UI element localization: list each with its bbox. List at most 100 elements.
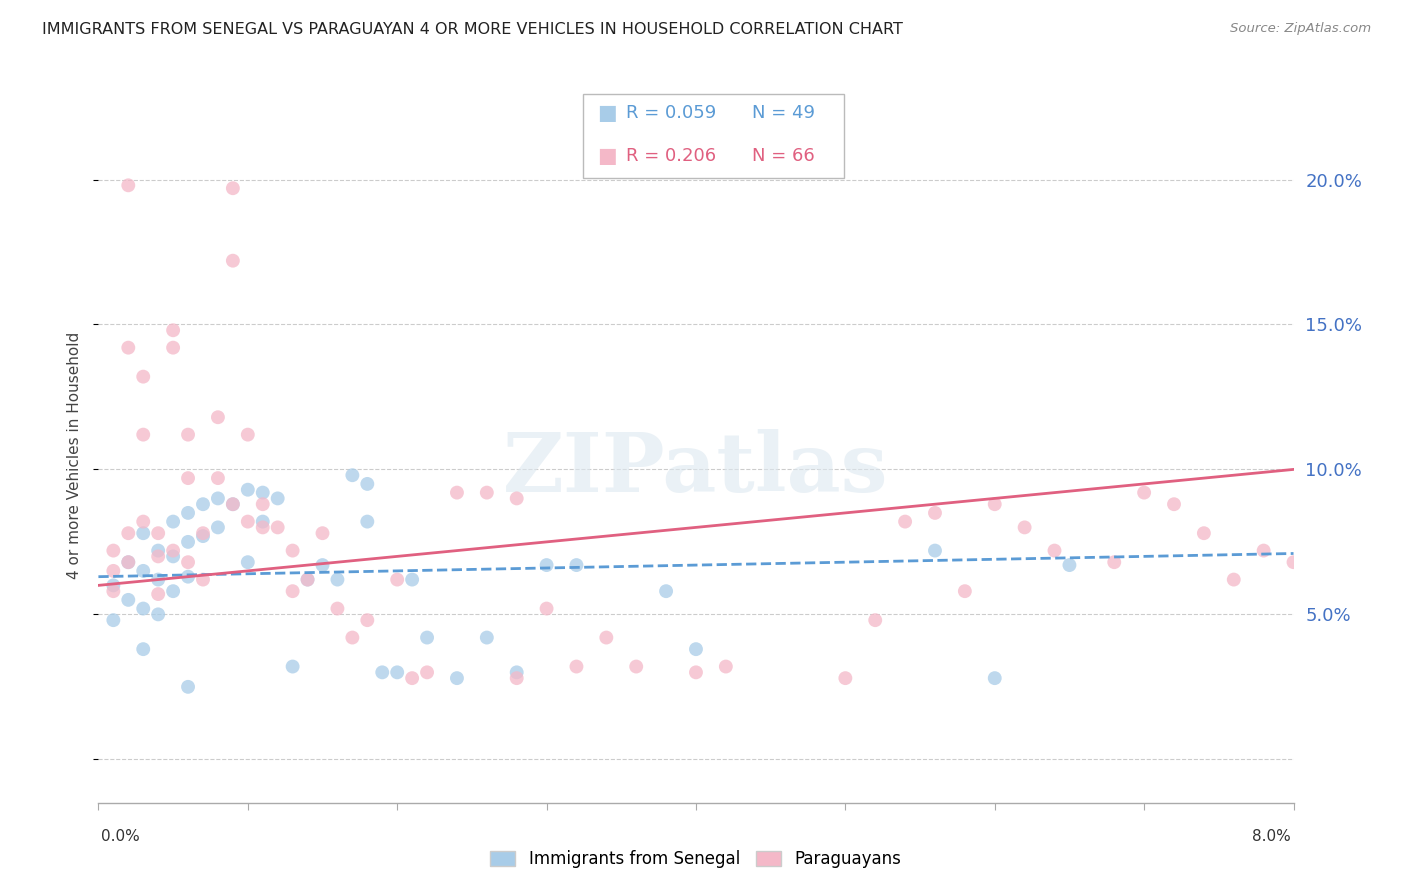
Point bbox=[132, 427, 155, 442]
Point bbox=[148, 543, 170, 558]
Point bbox=[385, 573, 409, 587]
Point bbox=[191, 573, 214, 587]
Point bbox=[281, 659, 304, 673]
Point bbox=[506, 671, 529, 685]
Point bbox=[1059, 558, 1081, 573]
Point bbox=[894, 515, 917, 529]
Point bbox=[162, 584, 184, 599]
Point bbox=[148, 549, 170, 564]
Point bbox=[326, 601, 349, 615]
Point bbox=[148, 573, 170, 587]
Point bbox=[177, 555, 200, 569]
Point bbox=[177, 570, 200, 584]
Point bbox=[191, 526, 214, 541]
Point bbox=[191, 497, 214, 511]
Point bbox=[1133, 485, 1156, 500]
Point bbox=[401, 573, 423, 587]
Point bbox=[267, 491, 290, 506]
Point bbox=[132, 526, 155, 541]
Point bbox=[685, 665, 707, 680]
Y-axis label: 4 or more Vehicles in Household: 4 or more Vehicles in Household bbox=[67, 331, 83, 579]
Point bbox=[103, 613, 125, 627]
Point bbox=[117, 178, 139, 193]
Point bbox=[132, 369, 155, 384]
Point bbox=[506, 491, 529, 506]
Point bbox=[177, 471, 200, 485]
Point bbox=[1253, 543, 1275, 558]
Point bbox=[148, 526, 170, 541]
Point bbox=[1163, 497, 1185, 511]
Point bbox=[103, 543, 125, 558]
Point bbox=[1192, 526, 1215, 541]
Point bbox=[595, 631, 617, 645]
Point bbox=[236, 555, 259, 569]
Point bbox=[207, 520, 229, 534]
Point bbox=[222, 497, 245, 511]
Point bbox=[162, 515, 184, 529]
Point bbox=[983, 497, 1005, 511]
Legend: Immigrants from Senegal, Paraguayans: Immigrants from Senegal, Paraguayans bbox=[484, 843, 908, 874]
Point bbox=[207, 491, 229, 506]
Point bbox=[342, 468, 364, 483]
Point bbox=[1102, 555, 1125, 569]
Point bbox=[416, 665, 439, 680]
Point bbox=[207, 410, 229, 425]
Point bbox=[401, 671, 423, 685]
Point bbox=[162, 323, 184, 337]
Text: ZIPatlas: ZIPatlas bbox=[503, 429, 889, 508]
Text: N = 49: N = 49 bbox=[752, 104, 815, 122]
Text: 8.0%: 8.0% bbox=[1251, 830, 1291, 844]
Point bbox=[924, 543, 946, 558]
Point bbox=[326, 573, 349, 587]
Point bbox=[132, 564, 155, 578]
Point bbox=[953, 584, 976, 599]
Point bbox=[356, 515, 378, 529]
Point bbox=[565, 659, 588, 673]
Point bbox=[103, 584, 125, 599]
Point bbox=[132, 515, 155, 529]
Point bbox=[222, 181, 245, 195]
Point bbox=[252, 520, 274, 534]
Point bbox=[177, 427, 200, 442]
Point bbox=[177, 534, 200, 549]
Point bbox=[342, 631, 364, 645]
Point bbox=[297, 573, 319, 587]
Point bbox=[267, 520, 290, 534]
Point bbox=[1222, 573, 1246, 587]
Point bbox=[281, 584, 304, 599]
Point bbox=[103, 564, 125, 578]
Point bbox=[222, 497, 245, 511]
Text: IMMIGRANTS FROM SENEGAL VS PARAGUAYAN 4 OR MORE VEHICLES IN HOUSEHOLD CORRELATIO: IMMIGRANTS FROM SENEGAL VS PARAGUAYAN 4 … bbox=[42, 22, 903, 37]
Point bbox=[236, 483, 259, 497]
Point bbox=[446, 485, 468, 500]
Point bbox=[655, 584, 678, 599]
Point bbox=[117, 526, 139, 541]
Text: Source: ZipAtlas.com: Source: ZipAtlas.com bbox=[1230, 22, 1371, 36]
Point bbox=[281, 543, 304, 558]
Point bbox=[117, 555, 139, 569]
Point bbox=[685, 642, 707, 657]
Point bbox=[162, 549, 184, 564]
Point bbox=[132, 642, 155, 657]
Point bbox=[162, 543, 184, 558]
Point bbox=[311, 526, 333, 541]
Point bbox=[236, 427, 259, 442]
Point bbox=[536, 558, 558, 573]
Text: 0.0%: 0.0% bbox=[101, 830, 141, 844]
Point bbox=[834, 671, 856, 685]
Point bbox=[177, 680, 200, 694]
Point bbox=[536, 601, 558, 615]
Point bbox=[117, 555, 139, 569]
Point bbox=[236, 515, 259, 529]
Text: ■: ■ bbox=[598, 146, 617, 166]
Point bbox=[191, 529, 214, 543]
Text: R = 0.059: R = 0.059 bbox=[626, 104, 716, 122]
Point bbox=[252, 497, 274, 511]
Point bbox=[371, 665, 394, 680]
Point bbox=[475, 485, 498, 500]
Point bbox=[252, 515, 274, 529]
Point bbox=[252, 485, 274, 500]
Text: ■: ■ bbox=[598, 103, 617, 123]
Point bbox=[1014, 520, 1036, 534]
Point bbox=[297, 573, 319, 587]
